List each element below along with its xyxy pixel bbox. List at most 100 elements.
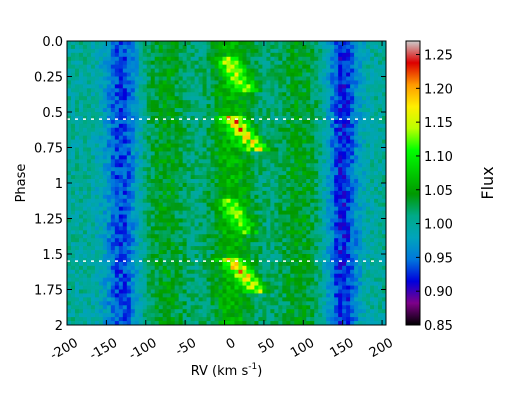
heatmap-cell [218, 44, 223, 50]
heatmap-cell [130, 115, 136, 121]
heatmap-cell [270, 56, 275, 62]
heatmap-cell [254, 123, 259, 129]
heatmap-cell [98, 202, 104, 208]
heatmap-cell [94, 281, 100, 286]
heatmap-cell [198, 123, 203, 129]
heatmap-cell [202, 183, 207, 188]
heatmap-cell [150, 139, 156, 144]
heatmap-cell [70, 84, 76, 89]
heatmap-cell [218, 88, 223, 93]
heatmap-cell [246, 127, 251, 133]
heatmap-cell [306, 202, 311, 208]
heatmap-cell [314, 52, 319, 58]
heatmap-cell [98, 285, 104, 290]
heatmap-cell [118, 202, 124, 208]
heatmap-cell [354, 119, 359, 125]
heatmap-cell [142, 238, 148, 243]
heatmap-cell [67, 80, 72, 85]
heatmap-cell [262, 80, 267, 85]
heatmap-cell [146, 96, 152, 101]
heatmap-cell [342, 127, 347, 133]
heatmap-cell [382, 202, 387, 208]
heatmap-cell [102, 242, 108, 247]
heatmap-cell [330, 226, 335, 231]
heatmap-cell [262, 139, 267, 144]
heatmap-cell [90, 104, 96, 109]
heatmap-cell [182, 139, 188, 144]
heatmap-cell [98, 218, 104, 223]
heatmap-cell [358, 171, 363, 176]
heatmap-cell [114, 84, 120, 89]
heatmap-cell [110, 257, 116, 263]
heatmap-cell [178, 41, 184, 46]
heatmap-cell [358, 143, 363, 148]
heatmap-cell [246, 250, 251, 255]
heatmap-cell [126, 230, 132, 235]
heatmap-cell [74, 175, 80, 180]
heatmap-cell [174, 155, 180, 160]
heatmap-cell [178, 186, 184, 192]
heatmap-cell [330, 80, 335, 85]
heatmap-cell [262, 183, 267, 188]
heatmap-cell [262, 269, 267, 275]
heatmap-cell [266, 84, 271, 89]
heatmap-cell [90, 210, 96, 215]
heatmap-cell [122, 226, 128, 231]
heatmap-cell [190, 218, 195, 223]
heatmap-cell [106, 277, 112, 283]
heatmap-cell [126, 190, 132, 196]
heatmap-cell [162, 230, 168, 235]
heatmap-cell [246, 88, 251, 93]
heatmap-cell [262, 96, 267, 101]
heatmap-cell [370, 52, 375, 58]
heatmap-cell [110, 60, 116, 66]
heatmap-cell [70, 175, 76, 180]
heatmap-cell [318, 56, 323, 62]
heatmap-cell [146, 202, 152, 208]
heatmap-cell [298, 242, 303, 247]
heatmap-cell [270, 143, 275, 148]
heatmap-cell [330, 250, 335, 255]
heatmap-cell [350, 265, 355, 271]
heatmap-cell [378, 179, 383, 184]
heatmap-cell [270, 92, 275, 97]
heatmap-cell [90, 206, 96, 212]
heatmap-cell [306, 48, 311, 54]
heatmap-cell [258, 261, 263, 267]
heatmap-cell [146, 167, 152, 172]
heatmap-cell [282, 88, 287, 93]
heatmap-cell [82, 123, 88, 129]
heatmap-cell [166, 206, 172, 212]
heatmap-cell [250, 254, 255, 259]
heatmap-cell [370, 265, 375, 271]
heatmap-cell [110, 104, 116, 109]
heatmap-cell [130, 273, 136, 279]
heatmap-cell [230, 115, 235, 121]
heatmap-cell [98, 222, 104, 227]
heatmap-cell [82, 179, 88, 184]
heatmap-cell [106, 222, 112, 227]
heatmap-cell [378, 250, 383, 255]
heatmap-cell [346, 218, 351, 223]
heatmap-cell [106, 112, 112, 117]
heatmap-cell [266, 92, 271, 97]
heatmap-cell [70, 112, 76, 117]
heatmap-cell [162, 127, 168, 133]
heatmap-cell [230, 48, 235, 54]
heatmap-cell [194, 186, 199, 192]
heatmap-cell [374, 257, 379, 263]
heatmap-cell [154, 127, 160, 133]
heatmap-cell [298, 108, 303, 113]
heatmap-cell [282, 210, 287, 215]
heatmap-cell [106, 257, 112, 263]
heatmap-cell [154, 254, 160, 259]
heatmap-cell [186, 198, 192, 204]
heatmap-cell [94, 285, 100, 290]
heatmap-cell [150, 171, 156, 176]
heatmap-cell [190, 72, 195, 77]
heatmap-cell [218, 190, 223, 196]
heatmap-cell [82, 68, 88, 73]
heatmap-cell [214, 135, 219, 141]
heatmap-cell [262, 88, 267, 93]
heatmap-cell [67, 155, 72, 160]
